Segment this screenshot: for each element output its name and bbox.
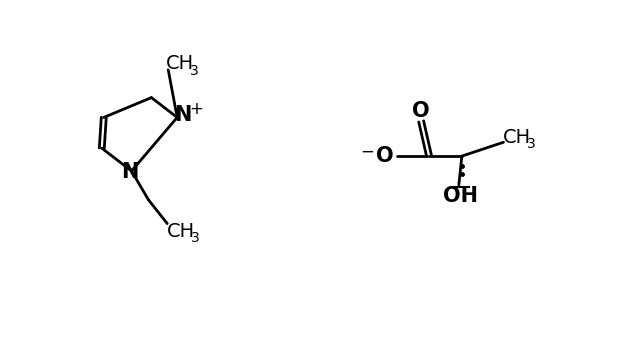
- Text: N: N: [175, 105, 192, 125]
- Text: +: +: [189, 100, 203, 118]
- Text: O: O: [376, 146, 394, 166]
- Text: CH: CH: [167, 222, 195, 241]
- Text: CH: CH: [503, 128, 531, 147]
- Text: O: O: [412, 102, 430, 121]
- Text: 3: 3: [191, 232, 200, 246]
- Text: 3: 3: [189, 64, 198, 78]
- Text: OH: OH: [444, 186, 478, 206]
- Text: −: −: [361, 142, 374, 160]
- Text: 3: 3: [527, 137, 536, 151]
- Text: N: N: [121, 162, 138, 182]
- Text: CH: CH: [166, 54, 194, 73]
